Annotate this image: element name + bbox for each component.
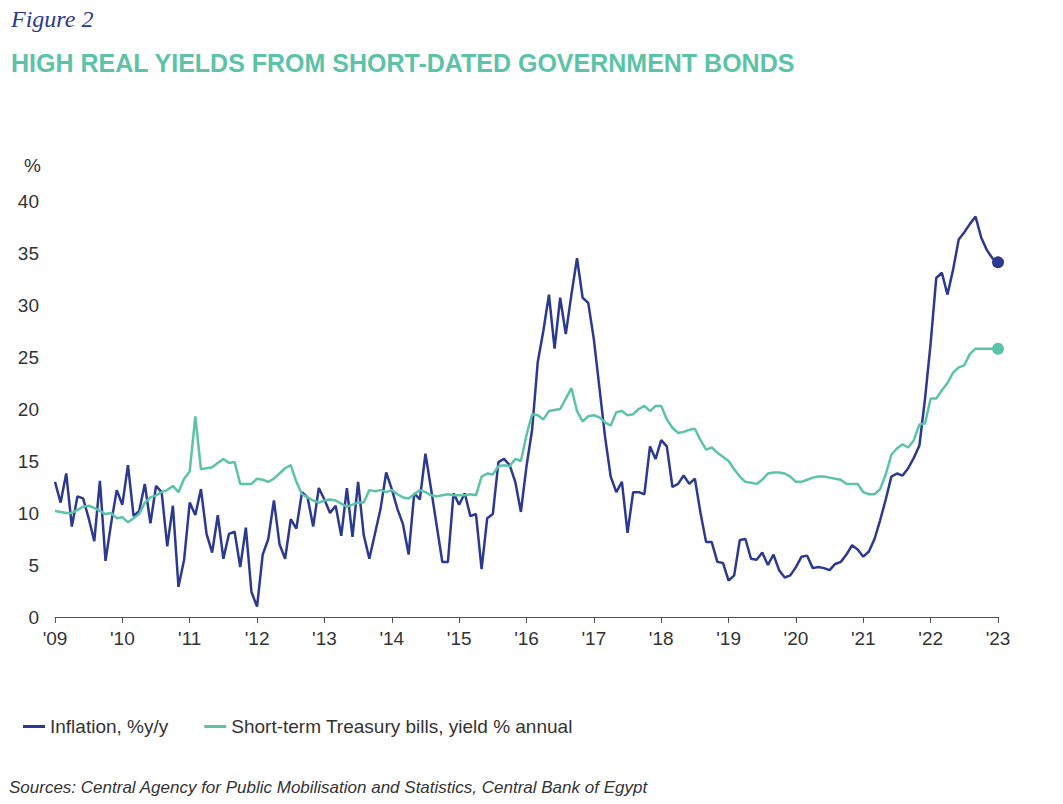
svg-text:'16: '16 (514, 628, 539, 649)
svg-text:25: 25 (18, 347, 39, 368)
svg-text:35: 35 (18, 243, 39, 264)
svg-text:0: 0 (28, 607, 39, 628)
svg-text:Short-term Treasury bills, yie: Short-term Treasury bills, yield % annua… (231, 716, 572, 737)
svg-text:'20: '20 (784, 628, 809, 649)
svg-text:'18: '18 (649, 628, 674, 649)
svg-text:20: 20 (18, 399, 39, 420)
svg-text:'15: '15 (447, 628, 472, 649)
svg-text:40: 40 (18, 191, 39, 212)
svg-text:'22: '22 (918, 628, 943, 649)
svg-text:'10: '10 (110, 628, 135, 649)
svg-text:Figure 2: Figure 2 (10, 6, 93, 32)
svg-text:30: 30 (18, 295, 39, 316)
svg-text:%: % (24, 155, 41, 176)
svg-text:HIGH REAL YIELDS FROM SHORT-DA: HIGH REAL YIELDS FROM SHORT-DATED GOVERN… (11, 49, 794, 77)
svg-text:10: 10 (18, 503, 39, 524)
svg-text:5: 5 (28, 555, 39, 576)
svg-text:'21: '21 (851, 628, 876, 649)
svg-text:'17: '17 (581, 628, 606, 649)
svg-text:'23: '23 (986, 628, 1011, 649)
svg-text:'13: '13 (312, 628, 337, 649)
svg-text:'14: '14 (379, 628, 404, 649)
svg-text:Sources: Central Agency for Pu: Sources: Central Agency for Public Mobil… (9, 778, 648, 797)
svg-text:Inflation, %y/y: Inflation, %y/y (50, 716, 169, 737)
svg-text:'12: '12 (245, 628, 270, 649)
svg-text:15: 15 (18, 451, 39, 472)
svg-text:'09: '09 (43, 628, 68, 649)
svg-text:'11: '11 (178, 628, 201, 649)
svg-text:'19: '19 (716, 628, 741, 649)
